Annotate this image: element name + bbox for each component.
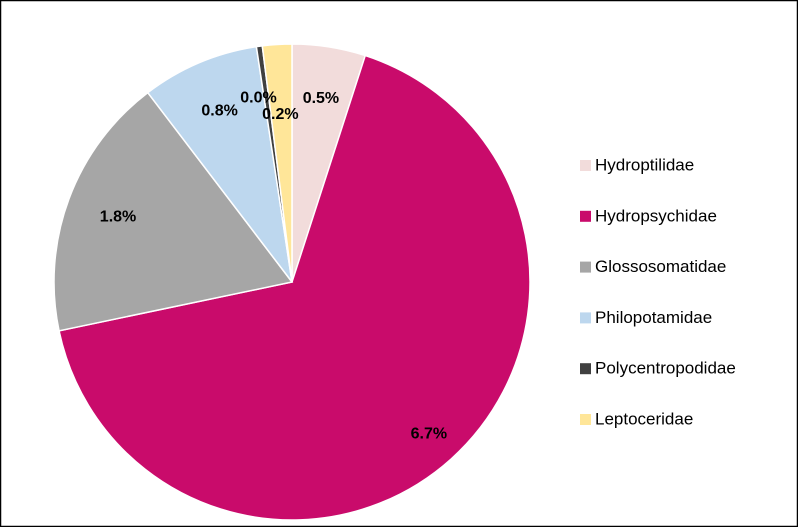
data-label: 0.2% (262, 106, 298, 123)
data-label: 0.5% (303, 90, 339, 107)
data-label: 0.8% (201, 102, 237, 119)
legend-swatch (580, 312, 591, 324)
legend-label: Polycentropodidae (595, 359, 736, 378)
legend-swatch (580, 210, 591, 222)
pie-slice (146, 45, 293, 283)
legend-label: Glossosomatidae (595, 257, 726, 276)
legend-label: Hydroptilidae (595, 155, 694, 174)
legend-swatch (580, 363, 591, 375)
legend-swatch (580, 414, 591, 425)
legend-label: Hydropsychidae (595, 206, 717, 225)
data-label: 6.7% (411, 425, 447, 442)
legend-swatch (580, 261, 591, 273)
data-label: 0.0% (240, 89, 276, 106)
pie-slice (53, 91, 294, 332)
pie-slice (58, 54, 531, 521)
pie-slice (261, 43, 293, 283)
data-label: 1.8% (100, 208, 136, 225)
legend-label: Leptoceridae (595, 409, 693, 428)
legend-swatch (580, 160, 591, 171)
legend-label: Philopotamidae (595, 308, 712, 327)
